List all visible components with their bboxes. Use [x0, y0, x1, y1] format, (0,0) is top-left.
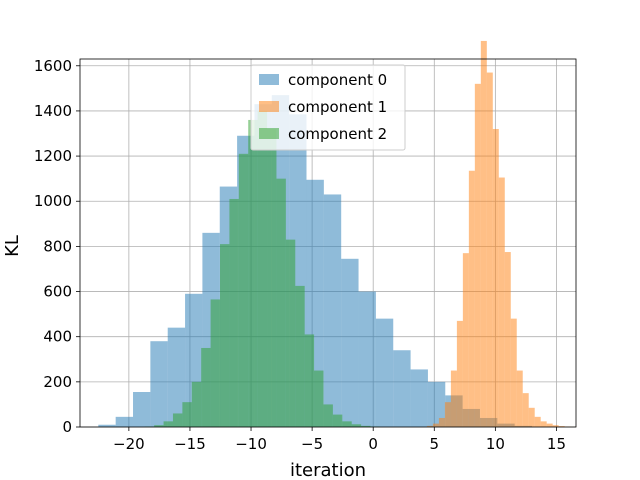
histogram-bar	[267, 128, 277, 427]
histogram-bar	[450, 370, 457, 427]
histogram-bar	[323, 404, 333, 427]
histogram-bar	[498, 177, 505, 427]
histogram-bar	[361, 425, 371, 427]
y-tick-label: 1200	[34, 147, 72, 165]
histogram-bar	[504, 252, 511, 427]
legend-label: component 1	[288, 98, 387, 116]
x-axis-ticks: −20 −15 −10 −5 0 5 10 15	[113, 427, 566, 453]
histogram-bar	[546, 423, 553, 427]
histogram-bar	[468, 170, 475, 427]
y-tick-label: 0	[62, 418, 72, 436]
histogram-bar	[540, 421, 547, 427]
histogram-bar	[220, 244, 230, 427]
histogram-bar	[285, 239, 296, 427]
histogram-bar	[133, 392, 151, 427]
y-tick-label: 1400	[34, 102, 72, 120]
histogram-bar	[492, 128, 499, 427]
y-tick-label: 200	[43, 373, 72, 391]
histogram-bar	[191, 381, 202, 427]
x-tick-label: −20	[113, 435, 145, 453]
histogram-bar	[295, 285, 305, 427]
histogram-bar	[248, 119, 258, 427]
histogram-bar	[163, 421, 173, 427]
histogram-bar	[456, 320, 463, 427]
histogram-bar	[438, 417, 445, 427]
histogram-bar	[182, 402, 192, 427]
histogram-bar	[238, 153, 249, 427]
histogram-bar	[375, 318, 394, 427]
histogram-bar	[358, 291, 376, 427]
y-tick-label: 600	[43, 283, 72, 301]
x-tick-label: 15	[547, 435, 566, 453]
histogram-bar	[552, 425, 559, 427]
histogram-bar	[427, 381, 446, 427]
x-tick-label: −10	[235, 435, 267, 453]
histogram-bar	[534, 416, 541, 427]
histogram-bar	[167, 327, 186, 427]
legend-box	[250, 64, 406, 151]
histogram-bar	[150, 341, 168, 427]
histogram-bar	[201, 347, 211, 427]
y-tick-label: 1600	[34, 57, 72, 75]
plot-frame	[79, 58, 577, 428]
histogram-bar	[154, 425, 164, 427]
x-tick-label: 10	[486, 435, 505, 453]
legend-swatch	[259, 74, 279, 85]
x-axis-label: iteration	[290, 460, 366, 480]
legend-label: component 2	[288, 125, 387, 143]
histogram-bar	[432, 423, 439, 427]
histogram-bar	[516, 370, 523, 427]
legend: component 0 component 1 component 2	[250, 64, 406, 151]
x-tick-label: 5	[430, 435, 440, 453]
histogram-bar	[351, 424, 362, 427]
y-axis-label: KL	[2, 235, 23, 257]
histogram-bar	[510, 318, 517, 427]
histogram-bar	[426, 425, 433, 427]
histogram-bars	[98, 40, 577, 428]
histogram-bar	[341, 258, 359, 427]
histogram-bar	[462, 253, 469, 427]
x-tick-label: −15	[174, 435, 206, 453]
y-tick-label: 400	[43, 328, 72, 346]
histogram-bar	[210, 299, 221, 427]
histogram-bar	[444, 402, 451, 427]
histogram-bar	[276, 178, 286, 427]
y-axis-ticks: 0 200 400 600 800 1000 1200 1400 1600	[34, 57, 80, 436]
histogram-bar	[410, 369, 428, 427]
series-2-bars	[144, 110, 380, 427]
histogram-bar	[115, 416, 134, 427]
y-tick-label: 1000	[34, 192, 72, 210]
histogram-bar	[172, 413, 183, 427]
histogram-bar	[558, 426, 565, 427]
x-tick-label: 0	[368, 435, 378, 453]
histogram-bar	[323, 194, 342, 427]
histogram-bar	[257, 110, 268, 427]
histogram-bar	[528, 407, 535, 427]
histogram-bar	[480, 40, 487, 427]
histogram-bar	[98, 424, 116, 427]
histogram-bar	[229, 198, 239, 427]
histogram-bar	[486, 72, 493, 427]
histogram-bar	[304, 334, 315, 427]
histogram-bar	[314, 370, 324, 427]
histogram-bar	[342, 421, 352, 427]
y-tick-label: 800	[43, 237, 72, 255]
histogram-bar	[332, 414, 343, 427]
legend-swatch	[259, 128, 279, 139]
x-tick-label: −5	[301, 435, 323, 453]
legend-swatch	[259, 101, 279, 112]
legend-label: component 0	[288, 71, 387, 89]
histogram-bar	[474, 83, 481, 428]
series-1-bars	[426, 40, 577, 428]
histogram-bar	[393, 350, 411, 427]
histogram-bar	[522, 393, 529, 427]
